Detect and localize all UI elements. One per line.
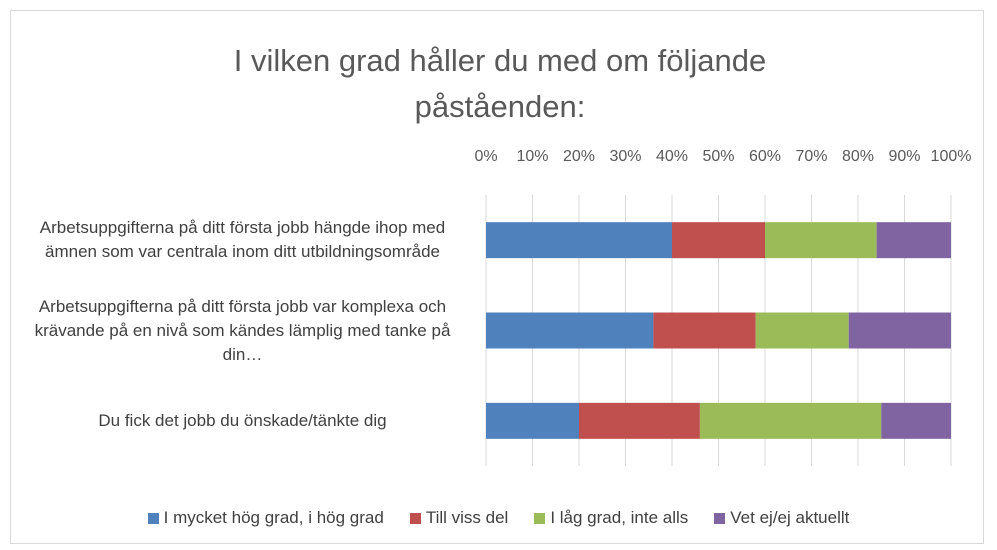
- x-tick-label: 100%: [930, 148, 972, 165]
- category-label: Arbetsuppgifterna på ditt första jobb va…: [34, 296, 451, 364]
- legend-swatch: [409, 512, 421, 524]
- x-tick-label: 10%: [516, 148, 549, 165]
- x-tick-label: 50%: [702, 148, 735, 165]
- x-tick-label: 60%: [748, 148, 782, 165]
- bar-segment: [672, 222, 765, 259]
- x-tick-label: 90%: [888, 148, 921, 165]
- x-tick-label: 80%: [841, 148, 875, 165]
- legend-label: Till viss del: [425, 508, 509, 527]
- x-tick-label: 20%: [562, 148, 596, 165]
- legend-swatch: [147, 512, 159, 524]
- bar-segment: [486, 312, 654, 349]
- bar-segment: [486, 402, 579, 439]
- bar-segment: [881, 402, 951, 439]
- bar-segment: [653, 312, 756, 349]
- x-tick-label: 40%: [655, 148, 689, 165]
- bar-segment: [848, 312, 951, 349]
- legend-item: Till viss del: [409, 508, 509, 528]
- legend-label: I låg grad, inte alls: [550, 508, 689, 527]
- legend-swatch: [534, 512, 546, 524]
- x-tick-label: 70%: [795, 148, 828, 165]
- bar-segment: [699, 402, 882, 439]
- category-label: Arbetsuppgifterna på ditt första jobb hä…: [39, 218, 446, 262]
- legend-label: Vet ej/ej aktuellt: [730, 508, 850, 527]
- legend: I mycket hög grad, i hög grad Till viss d…: [0, 508, 997, 528]
- category-label: Du fick det jobb du önskade/tänkte dig: [98, 410, 387, 430]
- legend-label: I mycket hög grad, i hög grad: [163, 508, 384, 527]
- bar-segment: [765, 222, 877, 259]
- chart-title: I vilken grad håller du med om följande …: [233, 43, 767, 124]
- x-tick-label: 30%: [609, 148, 642, 165]
- legend-item: Vet ej/ej aktuellt: [714, 508, 849, 528]
- bar-segment: [876, 222, 951, 259]
- chart-frame: [10, 10, 984, 544]
- bar-segment: [486, 222, 672, 259]
- x-tick-label: 0%: [474, 148, 498, 165]
- legend-item: I mycket hög grad, i hög grad: [147, 508, 384, 528]
- bar-segment: [755, 312, 849, 349]
- legend-swatch: [714, 512, 726, 524]
- legend-item: I låg grad, inte alls: [534, 508, 688, 528]
- bar-segment: [579, 402, 700, 439]
